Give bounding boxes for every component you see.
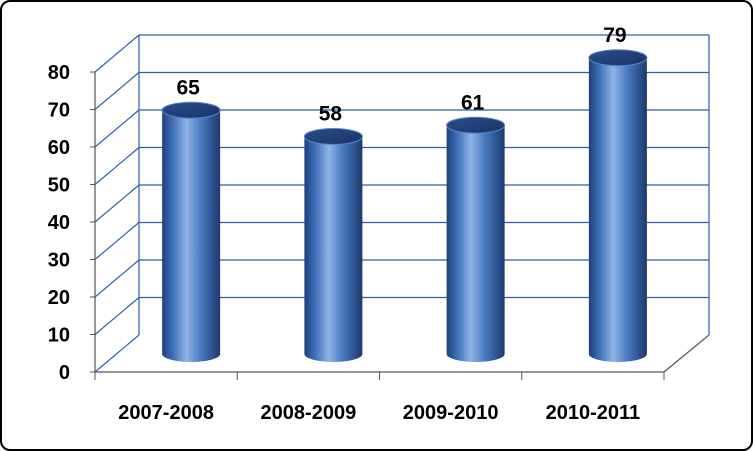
axes	[90, 35, 710, 380]
gridline-side	[94, 334, 140, 373]
x-category-label: 2010-2011	[546, 402, 641, 424]
bar-body	[162, 110, 221, 362]
x-category-label: 2007-2008	[118, 402, 214, 424]
gridline-side	[94, 297, 140, 335]
bar-2007-2008	[161, 101, 221, 362]
bar-2009-2010	[446, 116, 506, 362]
bar-cap	[588, 49, 648, 67]
axis-line	[663, 334, 710, 373]
x-category-label: 2008-2009	[261, 402, 357, 424]
y-tick-label: 30	[48, 250, 70, 272]
gridline-side	[94, 184, 140, 223]
data-label: 61	[461, 91, 485, 114]
bar-2010-2011	[588, 49, 648, 362]
y-tick-label: 80	[48, 62, 70, 84]
gridline-side	[94, 259, 140, 298]
data-label: 79	[603, 24, 626, 47]
y-tick-label: 70	[48, 100, 70, 122]
bar-body	[588, 57, 647, 362]
y-axis-tick-labels: 0 10 20 30 40 50 60 70 80	[48, 62, 70, 384]
gridline-side	[94, 222, 140, 260]
bar-body	[446, 125, 505, 362]
y-tick-label: 0	[59, 362, 70, 384]
y-tick-label: 40	[48, 212, 70, 234]
data-label: 65	[176, 76, 200, 99]
bar-2008-2009	[303, 128, 363, 362]
y-tick-label: 50	[48, 175, 70, 197]
bar-body	[304, 136, 363, 362]
y-tick-label: 10	[48, 325, 70, 347]
bar-cap	[446, 116, 506, 134]
y-tick-label: 20	[48, 287, 70, 309]
y-tick-label: 60	[48, 137, 70, 159]
data-labels: 65 58 61 79	[176, 24, 626, 126]
bar-cap	[161, 101, 221, 119]
gridline-side	[94, 109, 140, 148]
bar-cap	[303, 128, 363, 145]
gridline-side	[94, 72, 140, 110]
gridline-side	[94, 147, 140, 185]
bars	[161, 49, 648, 362]
data-label: 58	[319, 103, 343, 126]
gridline-side	[94, 34, 140, 73]
x-category-label: 2009-2010	[403, 402, 499, 424]
x-axis-category-labels: 2007-2008 2008-2009 2009-2010 2010-2011	[118, 402, 640, 424]
